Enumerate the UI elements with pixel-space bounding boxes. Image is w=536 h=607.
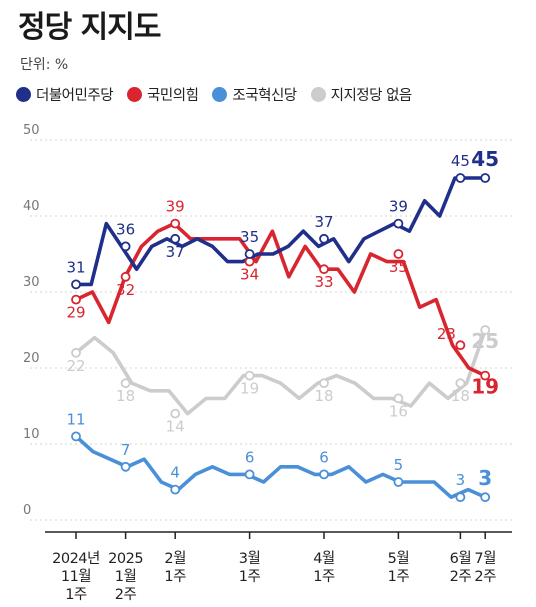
legend-item: 국민의힘 [127,84,199,105]
data-label: 3 [456,471,466,489]
x-tick-label: 3월 1주 [239,550,261,585]
data-label: 19 [471,375,499,399]
data-point [244,370,255,381]
data-point [480,370,491,381]
x-tick-label: 4월 1주 [313,550,335,585]
data-label: 31 [66,258,85,276]
legend: 더불어민주당 국민의힘 조국혁신당 지지정당 없음 [16,84,412,105]
data-point [393,249,404,259]
y-tick-label: 50 [23,123,40,138]
data-point [455,340,466,351]
data-point [170,408,181,419]
series-line-2 [74,434,487,499]
legend-label: 지지정당 없음 [330,88,413,104]
data-point [170,233,181,244]
data-label: 18 [451,387,470,405]
data-point [120,461,131,472]
data-label: 6 [319,448,329,466]
x-tick-label: 5월 1주 [388,550,410,585]
data-label: 22 [66,357,85,375]
data-point [71,279,81,290]
y-tick-label: 0 [23,503,31,518]
series-line-3 [74,328,487,416]
data-label: 45 [451,152,470,170]
data-point [319,264,329,275]
data-label: 34 [240,266,259,284]
legend-label: 더불어민주당 [36,88,114,104]
x-tick-label: 6월 2주 [450,550,472,585]
y-tick-label: 10 [23,427,40,442]
data-point [480,492,491,503]
legend-swatch [310,87,326,102]
x-tick-label: 2025 1월 2주 [108,551,143,603]
data-point [393,218,404,229]
data-label: 19 [240,380,259,398]
data-point [120,378,131,389]
y-tick-label: 20 [23,351,40,366]
data-point [120,241,131,252]
legend-label: 조국혁신당 [232,88,297,104]
unit-label: 단위: % [20,57,69,73]
data-label: 37 [166,243,185,261]
data-label: 14 [166,418,185,436]
legend-item: 지지정당 없음 [310,84,413,105]
data-label: 18 [116,387,135,405]
data-label: 5 [394,456,404,474]
x-tick-label: 7월 2주 [474,550,496,585]
data-point [319,469,329,480]
data-label: 39 [389,198,408,216]
data-label: 16 [389,402,408,420]
data-label: 3 [478,466,492,490]
data-label: 33 [314,273,333,291]
data-label: 35 [240,228,259,246]
data-point [170,484,181,495]
data-label: 6 [245,448,255,466]
data-label: 32 [116,281,135,299]
legend-item: 조국혁신당 [212,84,297,105]
data-label: 39 [166,198,185,216]
y-tick-label: 40 [23,199,40,214]
legend-item: 더불어민주당 [16,84,114,105]
data-point [71,294,81,305]
data-point [244,469,255,480]
chart-title: 정당 지지도 [18,10,161,45]
data-point [319,233,329,244]
data-point [455,378,466,389]
data-point [120,271,131,282]
data-point [480,173,491,183]
x-tick-label: 2024년 11월 1주 [52,550,100,603]
y-tick-label: 30 [23,275,40,290]
data-label: 29 [66,304,85,322]
data-label: 18 [314,387,333,405]
data-point [71,347,81,358]
data-label: 25 [471,329,499,353]
data-point [170,218,181,229]
legend-swatch [127,87,143,102]
data-point [71,431,81,442]
data-point [455,492,466,503]
data-label: 35 [389,258,408,276]
data-label: 11 [66,410,85,428]
data-label: 45 [471,147,499,171]
series-line-0 [74,176,487,287]
legend-swatch [16,87,31,102]
data-point [455,173,466,183]
data-point [244,249,255,259]
legend-swatch [212,87,228,102]
data-label: 36 [116,220,135,238]
data-point [480,325,491,335]
legend-label: 국민의힘 [147,88,199,104]
x-tick-label: 2월 1주 [164,550,186,585]
series-line-1 [74,221,487,378]
data-point [393,393,404,404]
data-point [319,378,329,389]
data-label: 23 [437,325,456,343]
data-point [393,477,404,487]
data-label: 4 [170,464,180,482]
data-label: 37 [314,213,333,231]
data-label: 7 [121,441,131,459]
